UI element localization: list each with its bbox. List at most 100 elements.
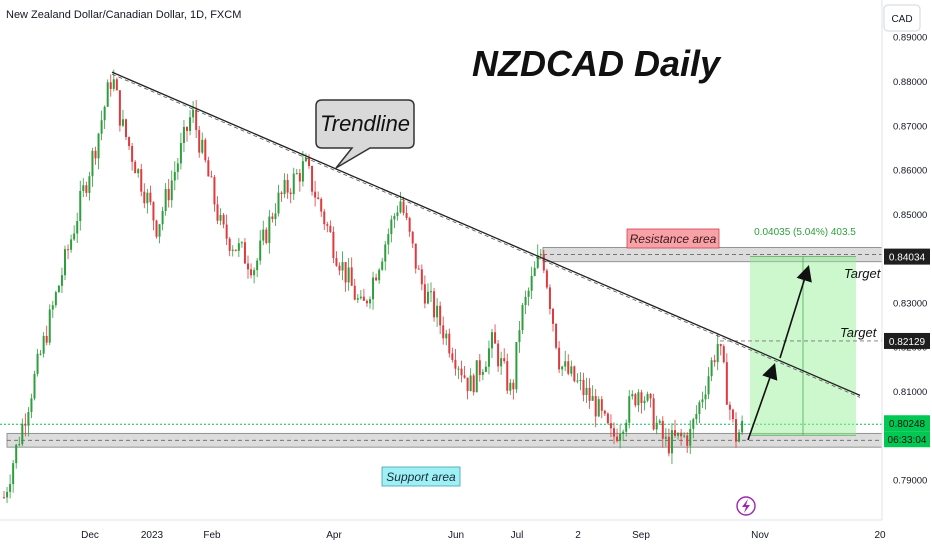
candle-body bbox=[51, 305, 54, 310]
candle-body bbox=[30, 398, 33, 412]
candle-body bbox=[85, 185, 88, 193]
candle-body bbox=[542, 253, 545, 271]
candle-body bbox=[445, 333, 448, 339]
y-tick-label: 0.89000 bbox=[893, 33, 927, 44]
candle-body bbox=[164, 188, 167, 212]
candle-body bbox=[701, 399, 704, 403]
candle-body bbox=[503, 358, 506, 362]
candle-body bbox=[436, 305, 439, 318]
trendline-callout-label: Trendline bbox=[320, 111, 410, 136]
candle-body bbox=[500, 358, 503, 367]
price-tag-target-upper: 0.84034 bbox=[889, 253, 926, 264]
candle-body bbox=[561, 366, 564, 370]
candle-body bbox=[362, 296, 365, 301]
candle-body bbox=[640, 392, 643, 404]
candle-body bbox=[314, 191, 317, 198]
candle-body bbox=[606, 413, 609, 424]
candle-body bbox=[70, 239, 73, 250]
candle-body bbox=[707, 376, 710, 395]
candle-body bbox=[39, 353, 42, 355]
candle-body bbox=[518, 330, 521, 343]
candle-body bbox=[631, 394, 634, 397]
candle-body bbox=[335, 258, 338, 266]
candle-body bbox=[491, 332, 493, 349]
candle-body bbox=[262, 229, 265, 241]
candle-body bbox=[161, 211, 164, 225]
candle-body bbox=[170, 180, 173, 201]
y-tick-label: 0.83000 bbox=[893, 298, 927, 309]
y-tick-label: 0.87000 bbox=[893, 121, 927, 132]
currency-button[interactable]: CAD bbox=[883, 4, 921, 32]
symbol-title: New Zealand Dollar/Canadian Dollar, 1D, … bbox=[6, 9, 241, 21]
lightning-icon[interactable] bbox=[736, 496, 756, 516]
candle-body bbox=[670, 430, 673, 454]
x-tick-label: Feb bbox=[203, 530, 221, 541]
candle-body bbox=[213, 177, 216, 205]
candle-body bbox=[149, 192, 152, 203]
candle-body bbox=[48, 309, 51, 343]
candle-body bbox=[3, 497, 5, 499]
candle-body bbox=[741, 420, 744, 433]
candle-body bbox=[67, 249, 70, 251]
candle-body bbox=[231, 249, 234, 251]
candle-body bbox=[347, 267, 350, 283]
candle-body bbox=[60, 275, 63, 286]
candle-body bbox=[237, 243, 240, 251]
candle-body bbox=[399, 201, 402, 213]
candle-body bbox=[73, 233, 76, 240]
candle-body bbox=[240, 242, 243, 244]
candle-body bbox=[219, 214, 222, 221]
candle-body bbox=[381, 261, 384, 270]
candle-body bbox=[695, 414, 698, 420]
candle-body bbox=[722, 346, 725, 363]
candle-body bbox=[579, 379, 582, 381]
candle-body bbox=[356, 298, 359, 300]
candle-body bbox=[359, 296, 362, 299]
candle-body bbox=[524, 296, 527, 306]
candle-body bbox=[280, 192, 283, 195]
candle-body bbox=[448, 333, 451, 354]
candle-body bbox=[674, 430, 676, 436]
price-tag-countdown-bg bbox=[884, 431, 930, 448]
candle-body bbox=[292, 173, 295, 195]
candle-body bbox=[573, 366, 576, 382]
candle-body bbox=[146, 192, 149, 204]
candle-body bbox=[289, 192, 292, 195]
candle-body bbox=[42, 335, 45, 354]
candle-body bbox=[420, 269, 423, 285]
y-tick-label: 0.79000 bbox=[893, 476, 927, 487]
candle-body bbox=[286, 179, 289, 193]
candle-body bbox=[210, 176, 213, 178]
candle-body bbox=[341, 262, 344, 271]
candle-body bbox=[137, 169, 140, 174]
candle-body bbox=[506, 361, 509, 391]
candle-body bbox=[64, 249, 66, 276]
time-axis[interactable] bbox=[0, 521, 882, 550]
candle-body bbox=[54, 292, 57, 306]
candle-body bbox=[121, 119, 124, 126]
candle-body bbox=[12, 463, 15, 485]
price-axis[interactable] bbox=[882, 0, 932, 550]
candle-body bbox=[652, 398, 655, 430]
candle-body bbox=[609, 423, 612, 429]
candle-body bbox=[692, 419, 695, 429]
candle-body bbox=[417, 268, 420, 270]
candle-body bbox=[384, 244, 387, 262]
candle-body bbox=[125, 119, 127, 138]
candle-body bbox=[109, 82, 112, 89]
candle-body bbox=[234, 249, 237, 251]
currency-button-label: CAD bbox=[891, 14, 912, 25]
candle-body bbox=[539, 253, 542, 256]
candle-body bbox=[430, 291, 432, 293]
projection-arrows bbox=[747, 264, 812, 441]
candle-body bbox=[460, 368, 463, 376]
candle-body bbox=[478, 360, 481, 375]
candle-body bbox=[664, 436, 667, 439]
candle-body bbox=[591, 396, 594, 401]
candle-body bbox=[228, 238, 231, 251]
candle-body bbox=[79, 190, 82, 222]
candle-body bbox=[469, 375, 472, 392]
candle-body bbox=[457, 368, 460, 370]
candle-body bbox=[152, 202, 155, 221]
candle-body bbox=[88, 176, 91, 193]
